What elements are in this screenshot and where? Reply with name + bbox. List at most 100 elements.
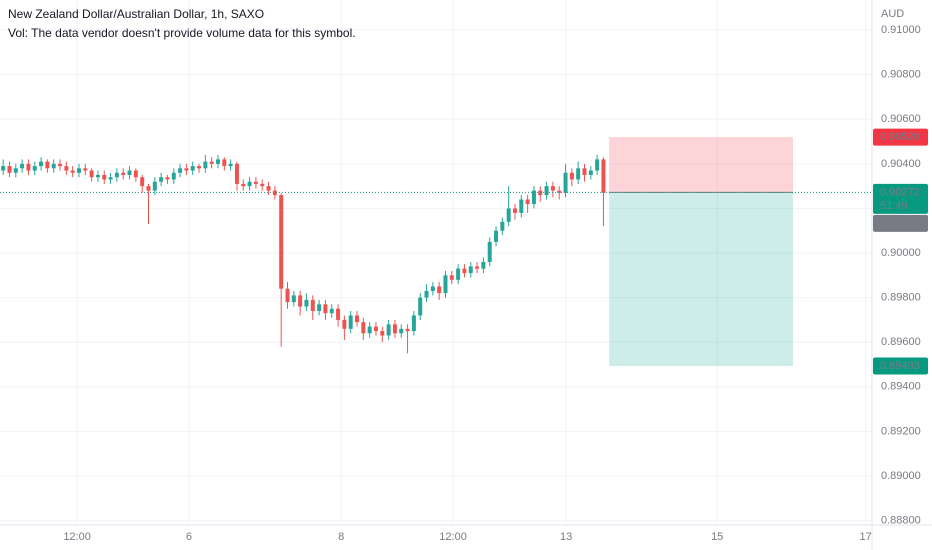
candle-body	[563, 172, 568, 193]
candle-body	[184, 168, 189, 171]
x-tick-label: 8	[338, 531, 344, 543]
candle-body	[203, 161, 208, 169]
candle-body	[494, 230, 499, 242]
candle-body	[140, 177, 145, 187]
candle-body	[159, 177, 164, 182]
y-tick-label: 0.89600	[881, 336, 921, 348]
price-tag-label: 0.90520	[880, 131, 920, 143]
y-tick-label: 0.90800	[881, 69, 921, 81]
candle-body	[462, 268, 467, 274]
candle-body	[298, 295, 303, 307]
candle-body	[569, 172, 574, 180]
candle-body	[468, 266, 473, 274]
price-tag	[873, 214, 928, 232]
price-tag	[873, 128, 928, 146]
x-tick-label: 12:00	[439, 531, 467, 543]
candle-body	[424, 290, 429, 298]
candle-body	[279, 195, 284, 289]
candle-body	[89, 170, 94, 178]
y-tick-label: 0.88800	[881, 514, 921, 526]
x-tick-label: 12:00	[63, 531, 91, 543]
candle-body	[342, 319, 347, 329]
candle-body	[108, 177, 113, 180]
price-tag-label: 0.90272	[880, 186, 920, 198]
grid	[0, 0, 872, 525]
position-zones	[609, 137, 794, 367]
candle-body	[222, 159, 227, 167]
countdown: 51:49	[880, 200, 908, 212]
candle-body	[418, 297, 423, 316]
x-tick-label: 6	[186, 531, 192, 543]
candle-body	[20, 163, 25, 169]
candle-body	[544, 186, 549, 196]
candle-body	[500, 221, 505, 231]
candle-body	[329, 308, 334, 314]
candle-body	[209, 161, 214, 164]
candle-body	[51, 163, 56, 169]
candle-body	[380, 331, 385, 336]
candle-body	[7, 166, 12, 173]
y-tick-label: 0.90400	[881, 158, 921, 170]
candle-body	[26, 163, 31, 171]
x-tick-label: 15	[711, 531, 723, 543]
candle-body	[595, 159, 600, 171]
price-tag-label: 0.90269	[880, 217, 920, 229]
chart-subtitle: Vol: The data vendor doesn't provide vol…	[8, 26, 356, 40]
currency-label: AUD	[881, 8, 904, 20]
candle-body	[588, 170, 593, 175]
y-tick-label: 0.89200	[881, 425, 921, 437]
candle-body	[512, 208, 517, 213]
candle-body	[102, 175, 107, 180]
candle-body	[557, 190, 562, 193]
candle-body	[95, 175, 100, 178]
candle-body	[601, 159, 606, 193]
candle-body	[481, 261, 486, 269]
candle-body	[83, 168, 88, 171]
candle-body	[411, 315, 416, 332]
candle-body	[114, 172, 119, 178]
candle-body	[392, 324, 397, 334]
candle-body	[272, 190, 277, 196]
candle-body	[437, 286, 442, 294]
candle-body	[475, 266, 480, 269]
candle-body	[190, 166, 195, 171]
candle-body	[487, 241, 492, 262]
candle-body	[285, 288, 290, 303]
candle-body	[576, 168, 581, 180]
target-zone	[609, 192, 794, 367]
candle-body	[171, 172, 176, 180]
candle-body	[260, 183, 265, 187]
candle-body	[127, 170, 132, 175]
candle-body	[405, 328, 410, 332]
candle-body	[13, 168, 18, 173]
candle-body	[1, 166, 6, 171]
candle-body	[336, 308, 341, 320]
candle-body	[519, 199, 524, 213]
x-tick-label: 13	[560, 531, 572, 543]
candle-body	[76, 168, 81, 173]
candle-body	[367, 326, 372, 334]
plot	[0, 154, 872, 354]
stop-zone	[609, 137, 794, 193]
candle-body	[310, 299, 315, 311]
candle-body	[291, 295, 296, 303]
candle-body	[234, 163, 239, 184]
price-tag-label: 0.89493	[880, 360, 920, 372]
y-tick-label: 0.90600	[881, 113, 921, 125]
candle-body	[399, 328, 404, 334]
candle-body	[266, 186, 271, 191]
candle-body	[348, 315, 353, 329]
candle-body	[178, 168, 183, 173]
candle-body	[241, 183, 246, 187]
candle-body	[449, 275, 454, 280]
candle-body	[317, 304, 322, 311]
axes: 0.910000.908000.906000.904000.902000.900…	[63, 24, 928, 543]
candle-body	[323, 304, 328, 314]
y-tick-label: 0.90000	[881, 247, 921, 259]
candle-body	[197, 166, 202, 169]
candle-body	[456, 268, 461, 280]
candle-body	[64, 166, 69, 171]
